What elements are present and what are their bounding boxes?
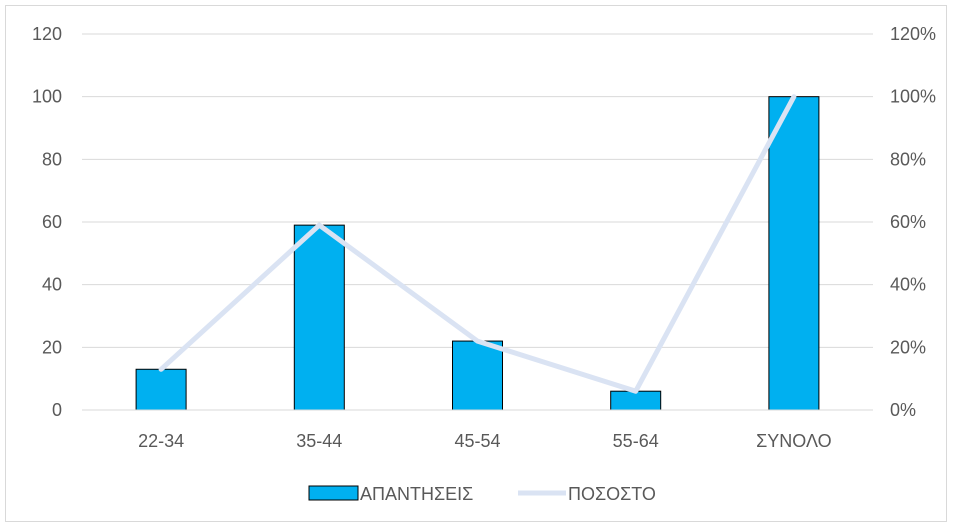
y2-tick-label: 40%	[890, 275, 926, 295]
y-tick-label: 120	[32, 24, 62, 44]
y2-tick-label: 100%	[890, 87, 936, 107]
x-tick-label: ΣΥΝΟΛΟ	[756, 431, 831, 451]
y-tick-label: 0	[52, 400, 62, 420]
y2-tick-label: 120%	[890, 24, 936, 44]
x-tick-label: 35-44	[296, 431, 342, 451]
y-tick-label: 80	[42, 149, 62, 169]
y-tick-label: 100	[32, 87, 62, 107]
y-tick-label: 60	[42, 212, 62, 232]
legend-label-bar: ΑΠΑΝΤΗΣΕΙΣ	[360, 484, 473, 504]
y-tick-label: 20	[42, 337, 62, 357]
bar-ΣΥΝΟΛΟ	[768, 96, 820, 411]
legend-label-line: ΠΟΣΟΣΤΟ	[568, 484, 656, 504]
x-tick-label: 22-34	[138, 431, 184, 451]
y2-tick-label: 60%	[890, 212, 926, 232]
x-tick-label: 55-64	[613, 431, 659, 451]
y2-tick-label: 20%	[890, 337, 926, 357]
bar-55-64	[610, 390, 662, 411]
legend-swatch-bar	[308, 485, 359, 501]
bar-35-44	[293, 224, 345, 411]
y2-tick-label: 0%	[890, 400, 916, 420]
y-tick-label: 40	[42, 275, 62, 295]
x-tick-label: 45-54	[454, 431, 500, 451]
bar-45-54	[452, 340, 503, 411]
y2-tick-label: 80%	[890, 149, 926, 169]
bar-22-34	[135, 368, 187, 411]
